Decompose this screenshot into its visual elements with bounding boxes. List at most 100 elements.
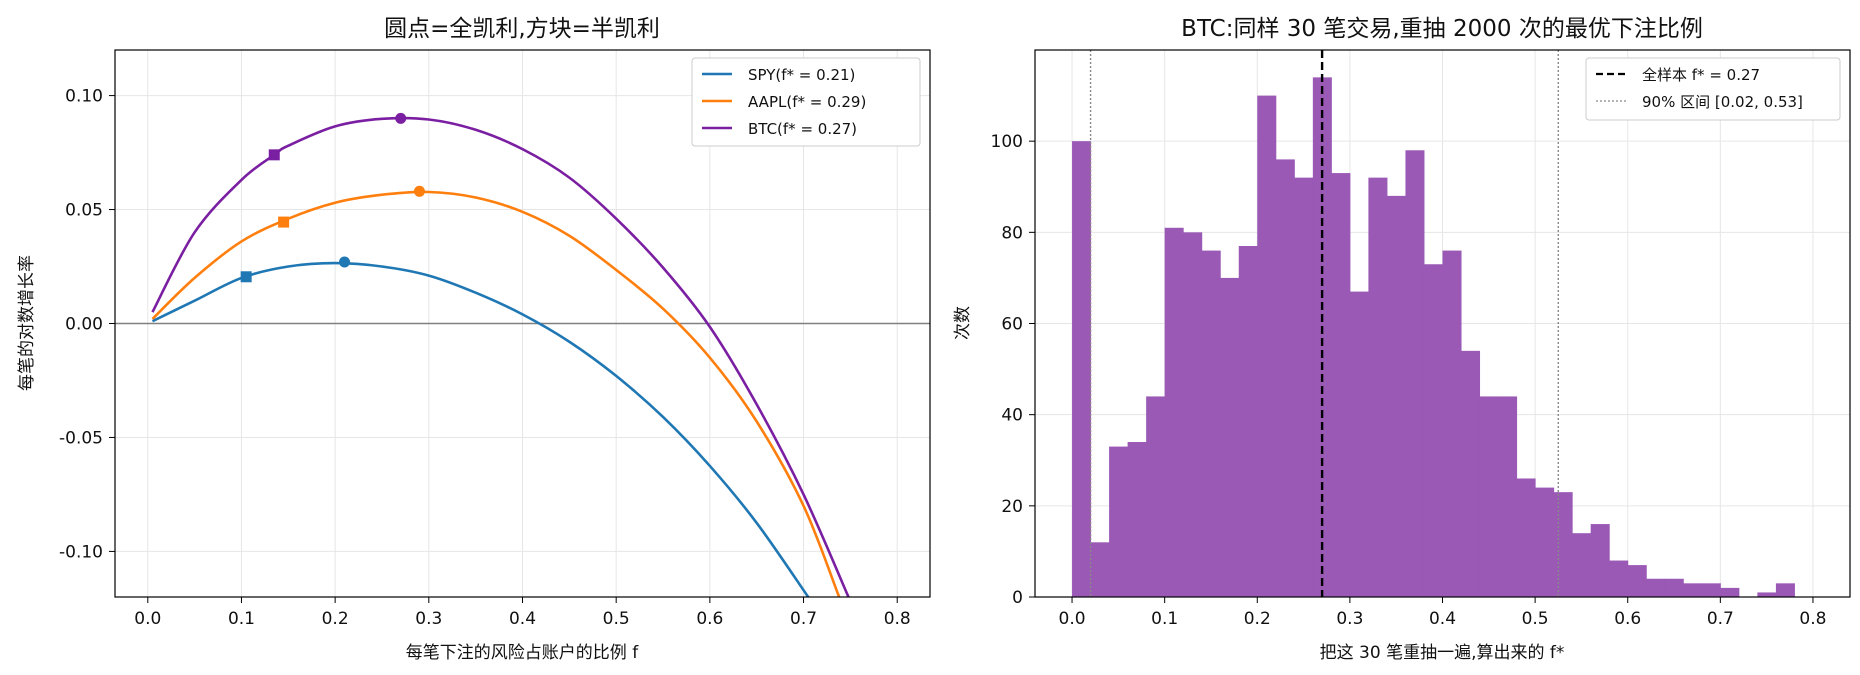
histogram-bar bbox=[1757, 592, 1777, 597]
right-legend: 全样本 f* = 0.27 90% 区间 [0.02, 0.53] bbox=[1585, 57, 1841, 121]
left-x-axis-label: 每笔下注的风险占账户的比例 f bbox=[406, 643, 639, 663]
left-y-tick-label: 0.05 bbox=[65, 201, 103, 221]
half-kelly-marker bbox=[278, 216, 290, 228]
histogram-bar bbox=[1498, 396, 1518, 597]
histogram-bar bbox=[1349, 291, 1369, 597]
right-y-tick-label: 100 bbox=[991, 132, 1023, 152]
histogram-bar bbox=[1646, 578, 1666, 597]
histogram-bar bbox=[1090, 542, 1110, 597]
right-legend-box bbox=[1585, 57, 1841, 121]
left-x-tick-label: 0.5 bbox=[603, 609, 630, 629]
right-x-tick-label: 0.7 bbox=[1707, 609, 1734, 629]
left-x-tick-label: 0.4 bbox=[509, 609, 536, 629]
histogram-bar bbox=[1127, 442, 1147, 597]
histogram-bar bbox=[1238, 246, 1258, 597]
histogram-bar bbox=[1423, 264, 1443, 597]
right-x-axis-label: 把这 30 笔重抽一遍,算出来的 f* bbox=[1320, 643, 1565, 663]
legend-label-aapl: AAPL(f* = 0.29) bbox=[748, 93, 866, 111]
half-kelly-marker bbox=[240, 271, 252, 283]
left-x-tick-label: 0.0 bbox=[134, 609, 161, 629]
histogram-bar bbox=[1609, 560, 1629, 597]
right-x-tick-label: 0.0 bbox=[1059, 609, 1086, 629]
left-y-axis-label: 每笔的对数增长率 bbox=[17, 255, 37, 391]
histogram-bar bbox=[1683, 583, 1703, 597]
right-y-tick-label: 40 bbox=[1001, 406, 1023, 426]
left-x-tick-label: 0.2 bbox=[322, 609, 349, 629]
left-legend-box bbox=[691, 57, 921, 147]
left-legend: SPY(f* = 0.21) AAPL(f* = 0.29) BTC(f* = … bbox=[691, 57, 921, 147]
histogram-bar bbox=[1146, 396, 1166, 597]
series-line-0 bbox=[151, 261, 810, 597]
right-x-tick-label: 0.3 bbox=[1336, 609, 1363, 629]
histogram-bar bbox=[1183, 232, 1203, 598]
histogram-bar bbox=[1368, 177, 1388, 597]
histogram-bar bbox=[1664, 578, 1684, 597]
histogram-bar bbox=[1553, 492, 1573, 597]
histogram-bar bbox=[1516, 478, 1536, 597]
full-kelly-marker bbox=[339, 256, 351, 268]
histogram-bar bbox=[1775, 583, 1795, 597]
right-x-tick-label: 0.6 bbox=[1614, 609, 1641, 629]
left-x-tick-label: 0.8 bbox=[884, 609, 911, 629]
series-line-2 bbox=[151, 116, 850, 597]
histogram-bar bbox=[1201, 250, 1221, 598]
histogram-bar bbox=[1701, 583, 1721, 597]
histogram-bar bbox=[1461, 350, 1481, 597]
right-x-tick-label: 0.1 bbox=[1151, 609, 1178, 629]
left-x-ticks: 0.0 0.1 0.2 0.3 0.4 0.5 0.6 0.7 0.8 bbox=[134, 597, 911, 629]
right-x-tick-label: 0.2 bbox=[1244, 609, 1271, 629]
legend-label-btc: BTC(f* = 0.27) bbox=[748, 120, 857, 138]
left-y-ticks: 0.10 0.05 0.00 -0.05 -0.10 bbox=[59, 87, 115, 562]
histogram-bar bbox=[1442, 250, 1462, 598]
right-x-tick-label: 0.8 bbox=[1799, 609, 1826, 629]
series-line-1 bbox=[151, 190, 841, 597]
right-y-ticks: 0 20 40 60 80 100 bbox=[991, 132, 1035, 608]
histogram-bar bbox=[1720, 587, 1740, 597]
right-x-ticks: 0.0 0.1 0.2 0.3 0.4 0.5 0.6 0.7 0.8 bbox=[1059, 597, 1826, 629]
histogram-bar bbox=[1386, 195, 1406, 597]
legend-label-90-interval: 90% 区间 [0.02, 0.53] bbox=[1642, 93, 1803, 111]
left-chart: 0.0 0.1 0.2 0.3 0.4 0.5 0.6 0.7 0.8 0.10 0.05 0.00… bbox=[17, 16, 931, 663]
right-chart: 0.0 0.1 0.2 0.3 0.4 0.5 0.6 0.7 0.8 0 20 40 60 80 100… bbox=[953, 16, 1851, 663]
histogram-bar bbox=[1405, 150, 1425, 598]
histogram-bar bbox=[1164, 227, 1184, 597]
right-y-axis-label: 次数 bbox=[953, 306, 973, 340]
right-x-tick-label: 0.5 bbox=[1522, 609, 1549, 629]
histogram-bar bbox=[1275, 159, 1295, 597]
left-y-tick-label: 0.00 bbox=[65, 315, 103, 335]
histogram-bar bbox=[1220, 277, 1240, 597]
left-y-tick-label: -0.10 bbox=[59, 542, 103, 562]
half-kelly-marker bbox=[268, 149, 280, 161]
left-x-tick-label: 0.7 bbox=[790, 609, 817, 629]
right-y-tick-label: 60 bbox=[1001, 315, 1023, 335]
right-chart-title: BTC:同样 30 笔交易,重抽 2000 次的最优下注比例 bbox=[1181, 16, 1703, 42]
left-chart-title: 圆点=全凯利,方块=半凯利 bbox=[384, 16, 660, 42]
histogram-bar bbox=[1312, 77, 1332, 598]
histogram-bar bbox=[1479, 396, 1499, 597]
right-y-tick-label: 80 bbox=[1001, 223, 1023, 243]
histogram-bar bbox=[1572, 533, 1592, 597]
full-kelly-marker bbox=[395, 112, 407, 124]
left-plot-content bbox=[115, 112, 930, 597]
histogram-bar bbox=[1294, 177, 1314, 597]
histogram-bar bbox=[1535, 487, 1555, 597]
histogram-bar bbox=[1590, 524, 1610, 597]
histogram-bar bbox=[1331, 173, 1351, 597]
right-plot-content bbox=[1072, 50, 1795, 598]
left-y-tick-label: -0.05 bbox=[59, 428, 103, 448]
legend-label-full-sample: 全样本 f* = 0.27 bbox=[1642, 66, 1760, 84]
histogram-bar bbox=[1109, 446, 1129, 597]
left-x-tick-label: 0.3 bbox=[415, 609, 442, 629]
histogram-bar bbox=[1257, 95, 1277, 597]
left-x-tick-label: 0.6 bbox=[696, 609, 723, 629]
right-y-tick-label: 20 bbox=[1001, 497, 1023, 517]
right-y-tick-label: 0 bbox=[1012, 588, 1023, 608]
left-x-tick-label: 0.1 bbox=[228, 609, 255, 629]
legend-label-spy: SPY(f* = 0.21) bbox=[748, 66, 855, 84]
histogram-bar bbox=[1627, 565, 1647, 597]
right-x-tick-label: 0.4 bbox=[1429, 609, 1456, 629]
left-y-tick-label: 0.10 bbox=[65, 87, 103, 107]
full-kelly-marker bbox=[413, 185, 425, 197]
histogram-bar bbox=[1072, 141, 1092, 597]
